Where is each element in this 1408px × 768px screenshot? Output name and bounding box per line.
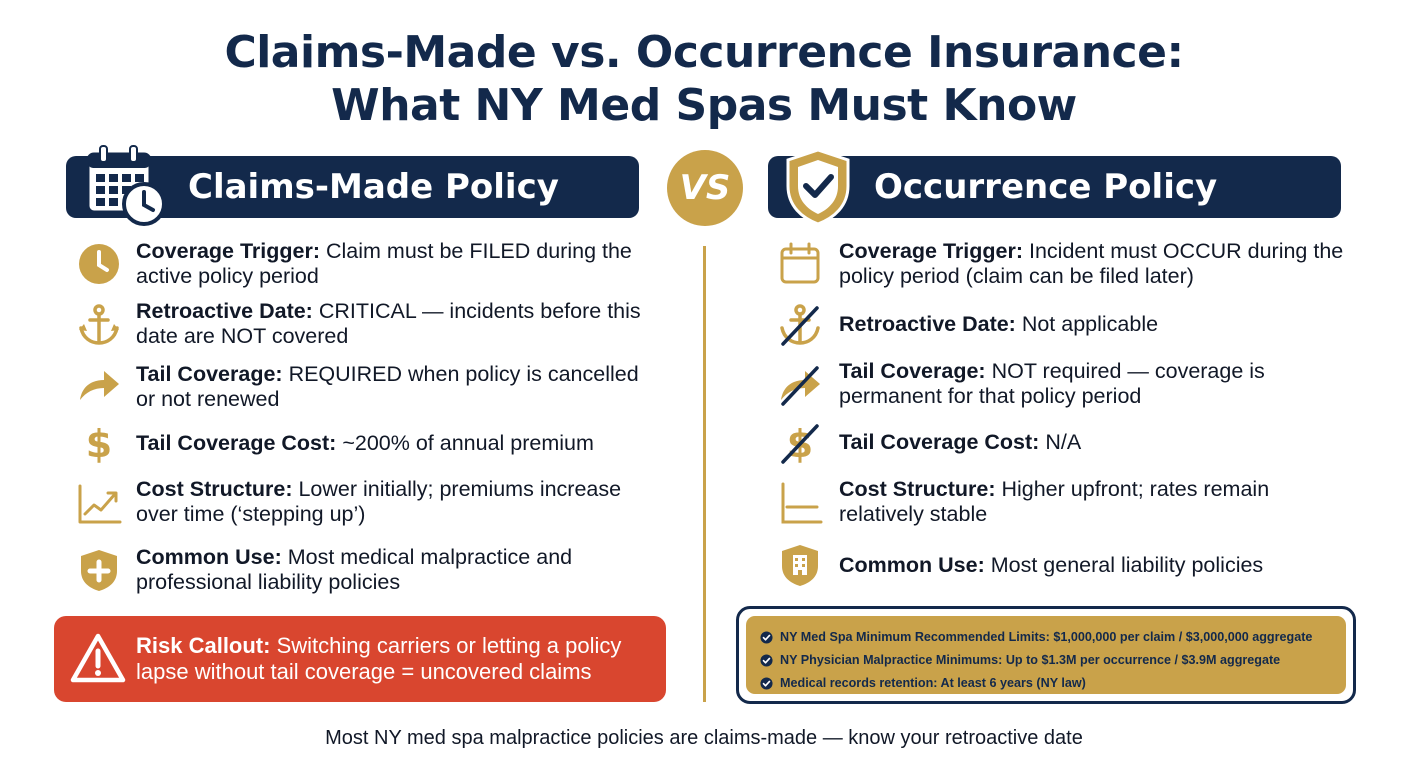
right-item-cost-structure: Cost Structure: Higher upfront; rates re… [839, 477, 1359, 527]
item-text: Not applicable [1021, 312, 1159, 336]
risk-callout: Risk Callout: Switching carriers or lett… [54, 616, 666, 702]
left-item-cost-structure: Cost Structure: Lower initially; premium… [136, 477, 656, 527]
limit-row: Medical records retention: At least 6 ye… [760, 676, 1086, 690]
risk-label: Risk Callout: [136, 633, 271, 658]
risk-callout-text: Risk Callout: Switching carriers or lett… [136, 633, 656, 685]
item-text: N/A [1045, 430, 1082, 454]
ny-limits-panel: NY Med Spa Minimum Recommended Limits: $… [746, 616, 1346, 694]
item-text: Most general liability policies [990, 553, 1264, 577]
dollar-crossed-icon: $ [777, 420, 823, 466]
shield-check-icon [782, 146, 854, 237]
left-item-coverage-trigger: Coverage Trigger: Claim must be FILED du… [136, 239, 656, 289]
item-label: Retroactive Date: [136, 299, 313, 323]
building-shield-icon [777, 542, 823, 588]
occurrence-header: Occurrence Policy [768, 148, 1341, 226]
item-label: Tail Coverage: [136, 362, 283, 386]
item-label: Common Use: [839, 553, 985, 577]
item-text: REQUIRED when policy is cancelled or not… [136, 362, 639, 411]
limit-text: Medical records retention: At least 6 ye… [780, 676, 1086, 690]
center-divider [703, 246, 706, 702]
limit-text: NY Physician Malpractice Minimums: Up to… [780, 653, 1281, 667]
limit-text: NY Med Spa Minimum Recommended Limits: $… [780, 630, 1313, 644]
left-item-tail-coverage: Tail Coverage: REQUIRED when policy is c… [136, 362, 656, 412]
warning-icon [70, 632, 126, 689]
anchor-icon [76, 302, 122, 348]
right-item-retroactive-date: Retroactive Date: Not applicable [839, 312, 1359, 337]
footer-note: Most NY med spa malpractice policies are… [325, 727, 1083, 749]
claims-made-title: Claims-Made Policy [188, 167, 559, 207]
anchor-crossed-icon [777, 302, 823, 348]
right-item-coverage-trigger: Coverage Trigger: Incident must OCCUR du… [839, 239, 1359, 289]
right-item-common-use: Common Use: Most general liability polic… [839, 553, 1359, 578]
risk-text: Switching carriers or letting a policy l… [136, 633, 622, 684]
item-text: CRITICAL — incidents before this date ar… [136, 299, 641, 348]
right-item-tail-coverage: Tail Coverage: NOT required — coverage i… [839, 359, 1359, 409]
vs-badge: VS [667, 150, 743, 226]
left-item-tail-coverage-cost: Tail Coverage Cost: ~200% of annual prem… [136, 431, 656, 456]
page-title-line-1: Claims-Made vs. Occurrence Insurance: [224, 27, 1184, 78]
check-circle-icon [760, 630, 773, 644]
limit-row: NY Med Spa Minimum Recommended Limits: $… [760, 630, 1312, 644]
item-text: Lower initially; premiums increase over … [136, 477, 622, 526]
clock-icon [76, 241, 122, 287]
rising-chart-icon [76, 480, 122, 526]
item-text: Most medical malpractice and professiona… [136, 545, 573, 594]
vs-label: VS [679, 168, 731, 208]
arrow-crossed-icon [777, 362, 823, 408]
item-text: Higher upfront; rates remain relatively … [839, 477, 1270, 526]
check-circle-icon [760, 653, 773, 667]
ny-limits-box: NY Med Spa Minimum Recommended Limits: $… [736, 606, 1356, 704]
item-label: Coverage Trigger: [839, 239, 1023, 263]
item-label: Tail Coverage Cost: [136, 431, 337, 455]
dollar-icon: $ [76, 420, 122, 466]
svg-text:$: $ [86, 422, 112, 466]
left-item-retroactive-date: Retroactive Date: CRITICAL — incidents b… [136, 299, 656, 349]
right-item-tail-coverage-cost: Tail Coverage Cost: N/A [839, 430, 1359, 455]
item-text: Incident must OCCUR during the policy pe… [839, 239, 1344, 288]
item-label: Retroactive Date: [839, 312, 1016, 336]
item-text: ~200% of annual premium [342, 431, 594, 455]
item-label: Tail Coverage: [839, 359, 986, 383]
check-circle-icon [760, 676, 773, 690]
page-title-line-2: What NY Med Spas Must Know [331, 80, 1077, 131]
occurrence-title: Occurrence Policy [874, 167, 1218, 207]
item-label: Tail Coverage Cost: [839, 430, 1040, 454]
item-label: Coverage Trigger: [136, 239, 320, 263]
medical-shield-icon [76, 547, 122, 593]
left-item-common-use: Common Use: Most medical malpractice and… [136, 545, 656, 595]
item-text: Claim must be FILED during the active po… [136, 239, 632, 288]
limit-row: NY Physician Malpractice Minimums: Up to… [760, 653, 1280, 667]
flat-chart-icon [777, 480, 823, 526]
item-text: NOT required — coverage is permanent for… [839, 359, 1265, 408]
item-label: Common Use: [136, 545, 282, 569]
item-label: Cost Structure: [136, 477, 293, 501]
item-label: Cost Structure: [839, 477, 996, 501]
calendar-clock-icon [84, 144, 174, 241]
arrow-forward-icon [76, 362, 122, 408]
claims-made-header: Claims-Made Policy [66, 145, 639, 226]
calendar-icon [777, 241, 823, 287]
